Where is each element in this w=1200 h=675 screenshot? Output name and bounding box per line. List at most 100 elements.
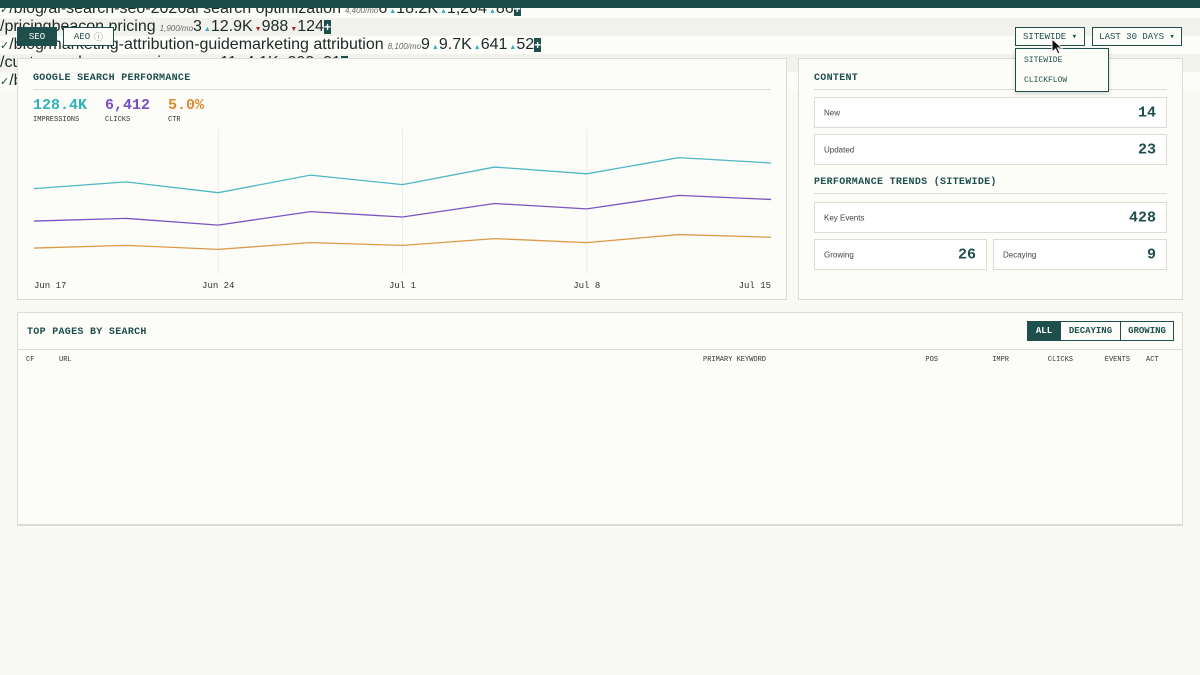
- tab[interactable]: AEO ⓘ: [63, 27, 114, 46]
- range-label: LAST 30 DAYS: [1099, 31, 1164, 42]
- filter-button[interactable]: DECAYING: [1060, 321, 1121, 341]
- filter-label: DECAYING: [1068, 326, 1113, 336]
- column-header: EVENTS: [1104, 356, 1130, 364]
- stat-box: Key Events 428: [814, 202, 1167, 233]
- column-header: ACT: [1146, 356, 1159, 364]
- column-header: CLICKS: [1047, 356, 1073, 364]
- stat-label: CTR: [168, 116, 181, 124]
- stat-box: Decaying 9: [993, 239, 1167, 270]
- menu-item[interactable]: CLICKFLOW: [1024, 76, 1068, 85]
- x-tick-label: Jul 8: [573, 281, 600, 291]
- trend-arrow: ▲: [431, 44, 439, 51]
- x-tick-label: Jun 24: [202, 281, 234, 291]
- stat-label: New: [824, 108, 841, 117]
- clicks-value: 988: [261, 18, 289, 35]
- divider: [814, 89, 1167, 90]
- filter-label: ALL: [1035, 326, 1053, 336]
- info-icon: ⓘ: [94, 33, 104, 43]
- x-tick-label: Jul 1: [389, 281, 416, 291]
- pos-value: 3: [193, 18, 202, 35]
- x-tick-label: Jul 15: [739, 281, 771, 291]
- scope-select[interactable]: SITEWIDE ▾: [1015, 27, 1085, 46]
- trend-arrow: ▼: [290, 26, 298, 33]
- scope-label: SITEWIDE: [1022, 31, 1067, 42]
- stat-value: 9: [1146, 246, 1156, 263]
- pos: 3 ▲: [193, 18, 211, 35]
- stat-label: Updated: [824, 145, 855, 154]
- stat-label: Decaying: [1003, 250, 1037, 259]
- divider: [17, 349, 1183, 350]
- range-select[interactable]: LAST 30 DAYS ▾: [1092, 27, 1182, 46]
- stat-value: 26: [957, 246, 976, 263]
- keyword: marketing attribution 8,100/mo: [239, 36, 421, 53]
- clicks-value: 641: [480, 36, 508, 53]
- trend-arrow: ▲: [203, 26, 211, 33]
- series-line: [33, 194, 772, 226]
- card-title: TOP PAGES BY SEARCH: [27, 327, 147, 338]
- filter-button[interactable]: GROWING: [1120, 321, 1174, 341]
- stat-label: CLICKS: [105, 116, 131, 124]
- filter-button[interactable]: ALL: [1027, 321, 1061, 341]
- card-title: GOOGLE SEARCH PERFORMANCE: [33, 73, 191, 84]
- pos: 9 ▲: [421, 36, 439, 53]
- check-icon: ✓: [0, 76, 10, 88]
- trend-arrow: ▼: [254, 26, 262, 33]
- series-line: [33, 156, 772, 194]
- column-header: POS: [925, 356, 938, 364]
- stat-value: 6,412: [105, 97, 151, 114]
- impr: 9.7K ▲: [439, 36, 481, 53]
- content-card: CONTENT New 14 Updated 23 PERFORMANCE TREN…: [798, 58, 1183, 300]
- add-button[interactable]: +: [323, 20, 331, 34]
- check-icon: ✓: [0, 4, 10, 16]
- stat-label: IMPRESSIONS: [33, 116, 80, 124]
- menu-item[interactable]: SITEWIDE: [1024, 56, 1063, 65]
- series-line: [33, 233, 772, 251]
- pos-value: 6: [378, 0, 388, 17]
- line-chart: Jun 17 Jun 24 Jul 1 Jul 8 Jul 15: [33, 129, 772, 291]
- divider: [33, 89, 771, 90]
- column-header: PRIMARY KEYWORD: [703, 356, 767, 364]
- keyword-text: marketing attribution: [238, 36, 384, 53]
- section-title: PERFORMANCE TRENDS (SITEWIDE): [814, 177, 997, 188]
- table-card: TOP PAGES BY SEARCH: [17, 312, 1183, 525]
- performance-card: GOOGLE SEARCH PERFORMANCE 128.4K IMPRESSI…: [17, 58, 787, 300]
- keyword-volume: 8,100/mo: [387, 42, 422, 51]
- stat-value: 14: [1137, 104, 1156, 121]
- filter-label: GROWING: [1128, 326, 1166, 336]
- trend-arrow: ▲: [509, 44, 517, 51]
- divider: [814, 193, 1167, 194]
- card-title: CONTENT: [814, 73, 859, 84]
- keyword-volume: 1,900/mo: [159, 24, 194, 33]
- stat-box: Growing 26: [814, 239, 987, 270]
- stat-box: Updated 23: [814, 134, 1167, 165]
- stat-label: Key Events: [824, 213, 865, 222]
- pos-value: 9: [421, 36, 430, 53]
- cursor: [1051, 38, 1064, 55]
- clicks: 641 ▲: [481, 36, 517, 53]
- impr-value: 12.9K: [210, 18, 253, 35]
- table-row: /pricingbeacon pricing1,900/mo3▲12.9K▼98…: [0, 18, 1200, 36]
- pos: 6 ▲: [378, 0, 396, 17]
- table-bottom: [17, 525, 1183, 526]
- trend-arrow: ▲: [473, 44, 481, 51]
- add-button[interactable]: +: [513, 2, 521, 16]
- clicks: 988 ▼: [262, 18, 298, 35]
- stat-value: 428: [1128, 209, 1156, 226]
- events: 124: [297, 18, 324, 35]
- stat-value: 128.4K: [33, 97, 88, 114]
- events: 52: [516, 36, 535, 53]
- impr: 12.9K ▼: [211, 18, 262, 35]
- tab[interactable]: SEO: [17, 27, 57, 46]
- tab-label: SEO: [28, 31, 46, 42]
- column-header: URL: [59, 356, 72, 364]
- stat-value: 23: [1137, 141, 1156, 158]
- tab-label: AEO: [73, 31, 91, 42]
- x-tick-label: Jun 17: [34, 281, 66, 291]
- trend-arrow: ▲: [488, 8, 496, 15]
- column-header: CF: [26, 356, 35, 364]
- column-header: IMPR: [992, 356, 1009, 364]
- add-button[interactable]: +: [534, 38, 542, 52]
- impr-value: 9.7K: [438, 36, 472, 53]
- stat-label: Growing: [824, 250, 854, 259]
- top-bar: [0, 0, 1200, 8]
